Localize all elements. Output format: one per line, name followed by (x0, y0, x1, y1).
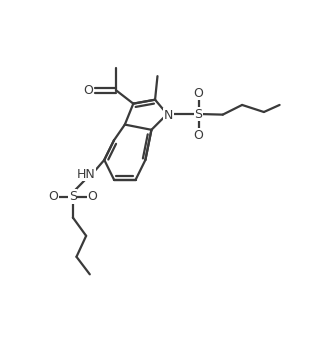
Text: O: O (87, 190, 97, 203)
Text: S: S (69, 190, 77, 203)
Text: O: O (194, 87, 203, 100)
Text: O: O (83, 84, 93, 97)
Text: N: N (164, 109, 173, 122)
Text: O: O (49, 190, 58, 203)
Text: O: O (194, 129, 203, 141)
Text: S: S (195, 107, 202, 121)
Text: HN: HN (77, 168, 95, 181)
